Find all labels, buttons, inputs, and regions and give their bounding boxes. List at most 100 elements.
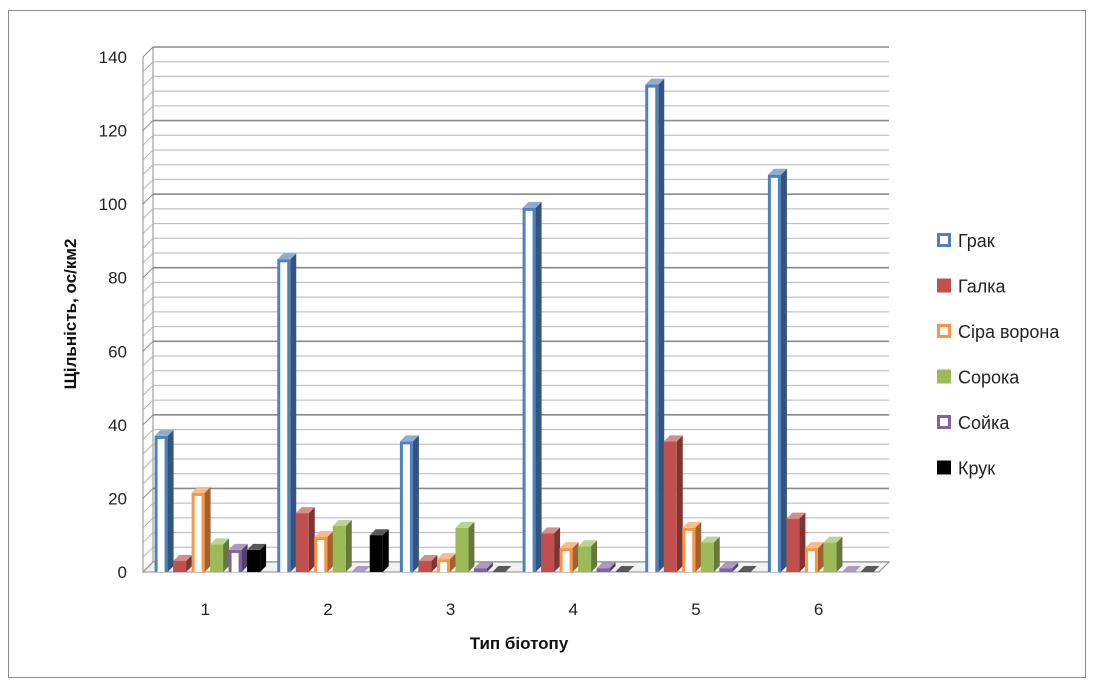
legend-swatch: [937, 369, 951, 384]
side-wall-gridline: [142, 282, 154, 293]
bar-side: [535, 201, 542, 573]
bar-front: [719, 568, 733, 572]
bar-side: [167, 429, 174, 572]
side-wall-gridline: [142, 61, 154, 73]
bar-front: [418, 560, 432, 572]
legend-swatch: [937, 324, 951, 338]
side-wall-gridline: [142, 252, 154, 264]
bar-side: [799, 512, 806, 572]
legend-label: Крук: [958, 459, 995, 479]
side-wall-gridline: [142, 443, 154, 455]
bar-6-4: [615, 566, 635, 572]
bar-front-inner: [525, 210, 533, 573]
bar-front-inner: [231, 552, 239, 572]
bar-front-inner: [439, 562, 447, 572]
bar-1-6: [767, 168, 787, 572]
bar-6-2: [369, 529, 389, 572]
side-wall-gridline: [142, 223, 154, 234]
bar-front-inner: [194, 495, 202, 572]
bar-side: [260, 543, 267, 572]
bar-side: [695, 521, 702, 572]
bar-side: [554, 527, 561, 572]
side-wall-gridline: [142, 90, 154, 102]
x-tick-label: 3: [446, 600, 455, 619]
bar-side: [241, 543, 248, 572]
bar-side: [223, 538, 230, 572]
x-axis-title: Тип біотопу: [470, 634, 569, 653]
side-wall-gridline: [142, 340, 154, 352]
side-wall-gridline: [142, 414, 154, 426]
bar-top: [841, 566, 861, 572]
bar-2-3: [418, 554, 438, 572]
bar-top: [455, 521, 475, 528]
legend-label: Сорока: [958, 368, 1020, 388]
side-wall-gridline: [142, 76, 154, 87]
bar-2-2: [295, 507, 315, 572]
bar-front: [663, 441, 677, 572]
y-axis-title: Щільність, ос/км2: [61, 239, 80, 390]
bar-top: [277, 253, 297, 260]
bar-5-2: [351, 566, 371, 572]
bar-top: [860, 566, 880, 572]
bar-3-2: [314, 531, 334, 572]
legend-swatch: [937, 460, 951, 475]
bar-3-4: [559, 542, 579, 572]
bar-4-6: [823, 536, 843, 572]
bar-top: [700, 536, 720, 543]
chart-svg: 0 20 40 60 80 100 120 140 1 2 3 4 5 6 Щільність, ос/к…: [61, 46, 1060, 653]
bar-top: [332, 520, 352, 527]
bar-side: [713, 536, 720, 572]
bar-top: [786, 512, 806, 519]
bar-top: [767, 168, 787, 175]
bar-top: [399, 435, 419, 442]
bar-1-3: [399, 435, 419, 572]
bar-front: [295, 513, 309, 572]
bar-5-4: [596, 562, 616, 572]
bar-side: [591, 540, 598, 572]
bar-1-1: [154, 429, 174, 572]
side-wall-gridline: [142, 164, 154, 176]
side-wall-gridline: [142, 473, 154, 485]
y-tick-label: 80: [108, 269, 127, 288]
bar-front: [369, 535, 383, 572]
bar-side: [290, 253, 297, 573]
y-tick-label: 0: [118, 563, 127, 582]
bar-6-5: [737, 566, 757, 572]
bar-front: [332, 526, 346, 572]
side-wall-gridline: [142, 385, 154, 396]
bars-layer: [154, 78, 880, 573]
y-tick-label: 140: [99, 48, 127, 67]
bar-side: [468, 521, 475, 572]
bar-side: [817, 542, 824, 572]
bar-3-3: [436, 553, 456, 572]
side-wall-gridline: [142, 502, 154, 514]
side-wall-gridline: [142, 546, 154, 558]
bar-front: [173, 560, 187, 572]
bar-side: [486, 562, 493, 572]
bar-front: [210, 544, 224, 572]
chart-frame: 0 20 40 60 80 100 120 140 1 2 3 4 5 6 Щільність, ос/к…: [8, 10, 1086, 678]
bar-top: [247, 543, 267, 550]
bar-top: [154, 429, 174, 436]
y-tick-label: 20: [108, 489, 127, 508]
side-wall-gridline: [142, 458, 154, 470]
bar-4-5: [700, 536, 720, 572]
bar-5-5: [719, 562, 739, 572]
bar-6-6: [860, 566, 880, 572]
side-wall-gridline: [142, 208, 154, 220]
bar-4-4: [578, 540, 598, 572]
bar-top: [682, 521, 702, 528]
bar-side: [327, 531, 334, 572]
side-wall-gridline: [142, 120, 154, 131]
bar-top: [473, 562, 493, 569]
bar-front-inner: [402, 444, 410, 572]
side-wall-gridline: [142, 296, 154, 308]
bar-5-3: [473, 562, 493, 572]
bar-side: [609, 562, 616, 572]
side-wall-gridline: [142, 488, 154, 499]
side-wall-gridline: [142, 149, 154, 161]
legend-item: Грак: [937, 231, 995, 251]
y-tick-label: 60: [108, 342, 127, 361]
bar-side: [186, 554, 193, 572]
legend-item: Сіра ворона: [937, 322, 1060, 342]
